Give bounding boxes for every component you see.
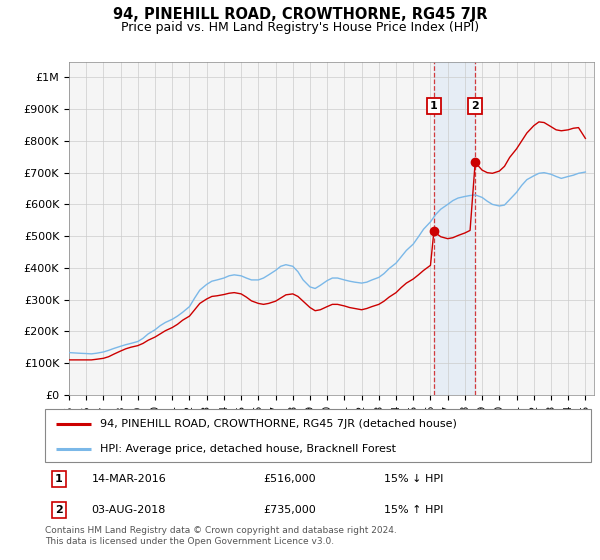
Text: 2: 2 — [55, 505, 62, 515]
Text: HPI: Average price, detached house, Bracknell Forest: HPI: Average price, detached house, Brac… — [100, 444, 395, 454]
Text: 15% ↓ HPI: 15% ↓ HPI — [383, 474, 443, 484]
Text: 15% ↑ HPI: 15% ↑ HPI — [383, 505, 443, 515]
Text: 03-AUG-2018: 03-AUG-2018 — [91, 505, 166, 515]
Text: 94, PINEHILL ROAD, CROWTHORNE, RG45 7JR: 94, PINEHILL ROAD, CROWTHORNE, RG45 7JR — [113, 7, 487, 22]
Text: 2: 2 — [472, 101, 479, 111]
Text: £735,000: £735,000 — [263, 505, 316, 515]
Text: 1: 1 — [430, 101, 438, 111]
Text: Price paid vs. HM Land Registry's House Price Index (HPI): Price paid vs. HM Land Registry's House … — [121, 21, 479, 34]
Bar — [434, 62, 475, 395]
Text: 14-MAR-2016: 14-MAR-2016 — [91, 474, 166, 484]
Text: £516,000: £516,000 — [263, 474, 316, 484]
Text: 94, PINEHILL ROAD, CROWTHORNE, RG45 7JR (detached house): 94, PINEHILL ROAD, CROWTHORNE, RG45 7JR … — [100, 419, 457, 429]
Text: 1: 1 — [55, 474, 62, 484]
Text: Contains HM Land Registry data © Crown copyright and database right 2024.
This d: Contains HM Land Registry data © Crown c… — [45, 526, 397, 546]
